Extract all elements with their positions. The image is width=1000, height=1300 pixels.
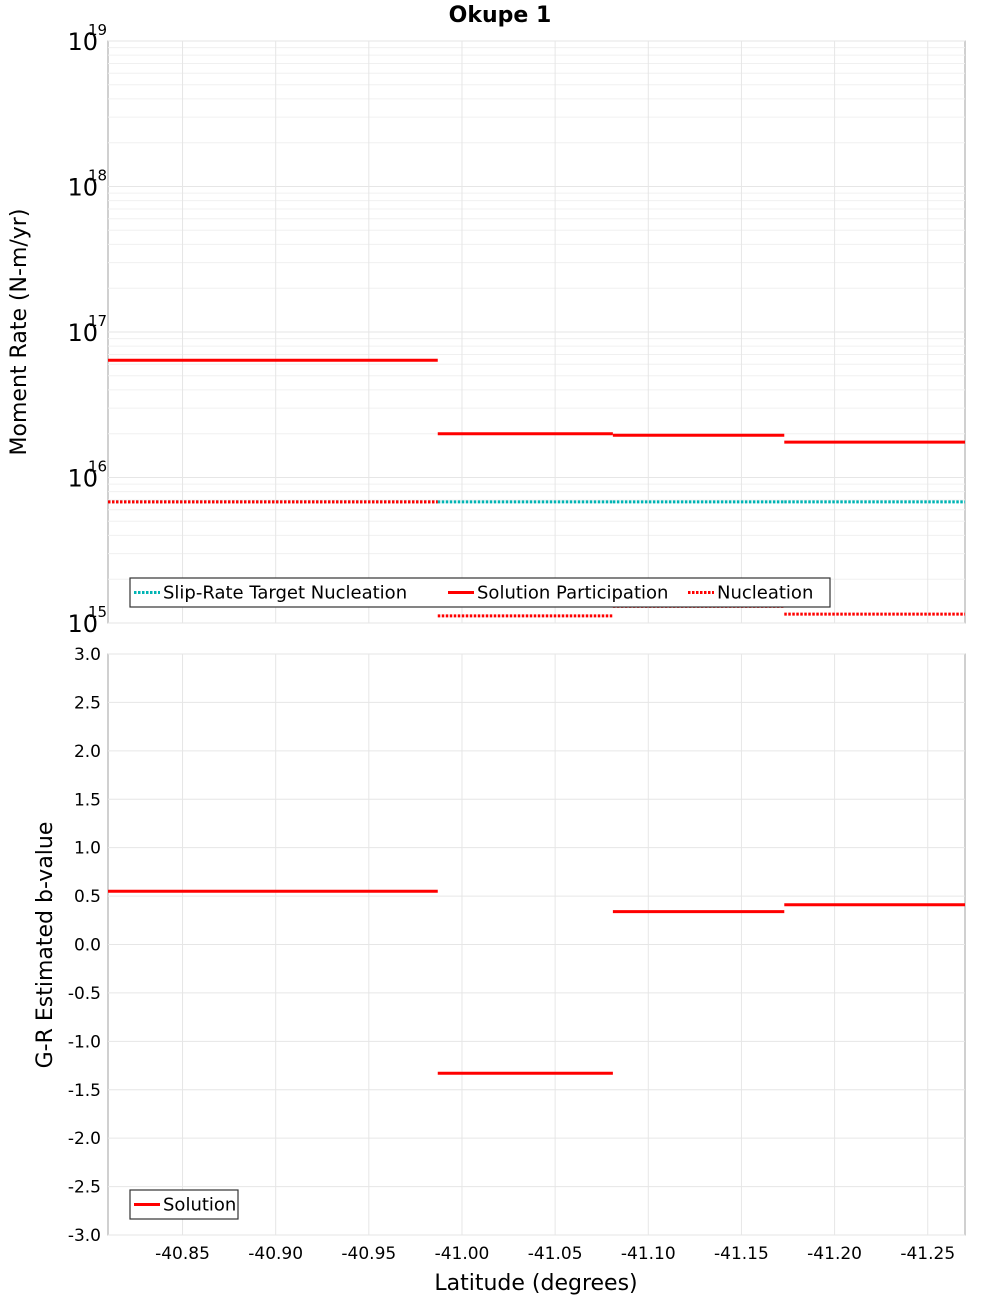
moment-rate-y-axis-label: Moment Rate (N-m/yr) [7,209,32,456]
latitude-x-tick-label: -41.20 [807,1244,862,1264]
latitude-x-tick-label: -40.95 [341,1244,396,1264]
moment-rate-y-tick-base: 10 [67,465,98,493]
b-value-y-tick-label: -1.0 [68,1032,101,1052]
moment-rate-y-tick-exponent: 15 [88,603,107,621]
legend-entry-label: Solution Participation [477,583,668,604]
moment-rate-y-tick-exponent: 18 [88,167,107,185]
moment-rate-y-tick-base: 10 [67,174,98,202]
moment-rate-y-tick-base: 10 [67,319,98,347]
b-value-y-tick-label: -1.5 [68,1081,101,1101]
b-value-y-axis-label: G-R Estimated b-value [33,822,58,1069]
moment-rate-y-tick-exponent: 16 [88,458,107,476]
b-value-y-ticks: -3.0 -2.5 -2.0 -1.5 -1.0 -0.5 0.0 0.5 1.0 1.5 2.0 2… [68,645,101,1246]
b-value-y-tick-label: 3.0 [74,645,101,665]
b-value-legend: Solution [129,1189,239,1220]
b-value-y-tick-label: 1.0 [74,839,101,859]
moment-rate-y-tick-base: 10 [67,610,98,638]
b-value-series [108,889,965,1075]
moment-rate-y-tick-exponent: 19 [88,21,107,39]
moment-rate-y-tick-exponent: 17 [88,312,107,330]
chart-title: Okupe 1 [449,3,552,28]
b-value-y-tick-label: 2.0 [74,742,101,762]
legend-entry-label: Solution [163,1195,236,1216]
b-value-y-tick-label: 0.5 [74,887,101,907]
latitude-x-axis-label: Latitude (degrees) [434,1271,637,1296]
latitude-x-tick-label: -41.15 [714,1244,769,1264]
b-value-y-tick-label: -3.0 [68,1226,101,1246]
latitude-x-tick-label: -41.10 [621,1244,676,1264]
b-value-panel: -3.0 -2.5 -2.0 -1.5 -1.0 -0.5 0.0 0.5 1.0 1.5 2.0 2… [33,645,966,1296]
b-value-y-tick-label: 0.0 [74,936,101,956]
moment-rate-y-tick-base: 10 [67,28,98,56]
latitude-x-tick-label: -41.00 [435,1244,490,1264]
b-value-grid [108,653,965,1236]
latitude-x-tick-label: -41.05 [528,1244,583,1264]
b-value-y-tick-label: -2.0 [68,1129,101,1149]
legend-entry-label: Slip-Rate Target Nucleation [163,583,407,604]
b-value-y-tick-label: 2.5 [74,693,101,713]
latitude-x-tick-label: -41.25 [900,1244,955,1264]
latitude-x-tick-label: -40.85 [155,1244,210,1264]
latitude-x-tick-label: -40.90 [248,1244,303,1264]
latitude-x-ticks: -40.85 -40.90 -40.95 -41.00 -41.05 -41.10 -41.… [155,1244,955,1264]
moment-rate-legend: Slip-Rate Target Nucleation Solution Part… [129,577,831,608]
b-value-y-tick-label: -2.5 [68,1178,101,1198]
b-value-y-tick-label: -0.5 [68,984,101,1004]
legend-entry-label: Nucleation [717,583,813,604]
b-value-y-tick-label: 1.5 [74,790,101,810]
